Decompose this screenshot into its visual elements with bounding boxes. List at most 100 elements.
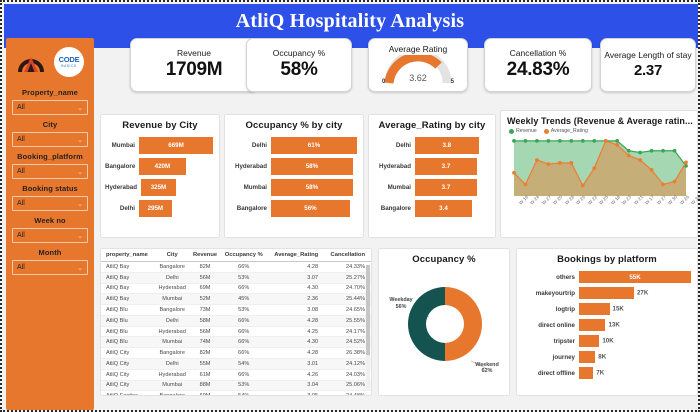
bar-row: logtrip 15K [521, 303, 691, 315]
filter-dropdown[interactable]: All ⌄ [12, 260, 88, 275]
table-column-header[interactable]: Revenue [189, 249, 221, 262]
bar-value-label: 420M [154, 163, 171, 170]
table-cell: AtliQ Blu [101, 315, 155, 327]
bar-fill[interactable]: 295M [139, 200, 172, 217]
bar-row: Delhi 61% [229, 137, 357, 154]
legend-item-revenue: Revenue [509, 128, 537, 134]
bar-fill[interactable]: 56% [271, 200, 350, 217]
bar-fill[interactable]: 669M [139, 137, 213, 154]
panel-occupancy-by-city: Occupancy % by city Delhi 61% Hyderabad 58%… [224, 114, 364, 238]
table-row[interactable]: AtliQ Blu Bangalore 73M 53% 3.08 24.65% [101, 304, 371, 316]
table-cell: 52M [189, 293, 221, 306]
table-scrollbar-thumb[interactable] [366, 265, 370, 355]
table-cell: 4.28 [266, 347, 325, 360]
table-cell: Mumbai [154, 293, 190, 306]
table-row[interactable]: AtliQ Blu Mumbai 74M 66% 4.30 24.52% [101, 336, 371, 349]
bar-track: 295M [139, 200, 213, 217]
bar-fill[interactable] [579, 319, 606, 331]
bar-fill[interactable]: 3.8 [415, 137, 479, 154]
bar-row: Delhi 295M [105, 200, 213, 217]
bar-fill[interactable]: 420M [139, 158, 186, 175]
filter-dropdown[interactable]: All ⌄ [12, 164, 88, 179]
table-row[interactable]: AtliQ City Delhi 55M 54% 3.01 24.12% [101, 358, 371, 370]
bar-fill[interactable]: 3.7 [415, 179, 477, 196]
table-cell: AtliQ Bay [101, 261, 155, 273]
table-row[interactable]: AtliQ City Hyderabad 61M 66% 4.26 24.03% [101, 369, 371, 381]
table-column-header[interactable]: Average_Rating [266, 249, 325, 262]
bar-row: Delhi 3.8 [373, 137, 489, 154]
table-cell: 24.52% [324, 336, 371, 349]
bar-fill[interactable]: 325M [140, 179, 176, 196]
table-cell: 3.07 [266, 272, 325, 284]
bar-fill[interactable]: 3.4 [415, 200, 472, 217]
table-cell: 66% [220, 283, 267, 295]
bar-fill[interactable] [579, 367, 594, 379]
table-cell: AtliQ Blu [101, 326, 155, 338]
chevron-down-icon[interactable]: ⌄ [77, 233, 83, 240]
filter-property-name: Property_name All ⌄ [12, 88, 88, 115]
table-row[interactable]: AtliQ City Bangalore 82M 66% 4.28 26.38% [101, 347, 371, 360]
table-row[interactable]: AtliQ Bay Delhi 56M 53% 3.07 25.27% [101, 272, 371, 284]
bar-row: makeyourtrip 27K [521, 287, 691, 299]
bar-track: 58% [271, 179, 357, 196]
kpi-title-average-length-of-stay: Average Length of stay [604, 50, 692, 61]
filter-label: Property_name [22, 88, 78, 97]
table-cell: AtliQ City [101, 380, 155, 392]
filter-month: Month All ⌄ [12, 248, 88, 275]
bar-category-label: Bangalore [380, 205, 411, 212]
legend-dot-average-rating [543, 128, 549, 134]
bar-value-label: 56% [304, 205, 317, 212]
chevron-down-icon[interactable]: ⌄ [77, 169, 83, 176]
filter-label: Month [38, 248, 62, 257]
bar-fill[interactable]: 55K [579, 271, 691, 283]
bar-fill[interactable] [579, 303, 610, 315]
bar-row: others 55K [521, 271, 691, 283]
chevron-down-icon[interactable]: ⌄ [77, 265, 83, 272]
table-cell: Delhi [154, 358, 190, 370]
bar-fill[interactable]: 3.7 [415, 158, 477, 175]
bar-row: Hyderabad 58% [229, 158, 357, 175]
table-row[interactable]: AtliQ Blu Delhi 58M 66% 4.28 25.55% [101, 315, 371, 327]
panel-average-rating-by-city: Average_Rating by city Delhi 3.8 Hyderabad… [368, 114, 496, 238]
table-cell: 60M [189, 390, 221, 395]
filter-dropdown[interactable]: All ⌄ [12, 132, 88, 147]
kpi-title-average-rating: Average Rating [388, 43, 448, 54]
bar-category-label: Hyderabad [379, 163, 411, 170]
chevron-down-icon[interactable]: ⌄ [77, 201, 83, 208]
donut-label-weekend-name: Weekend [475, 361, 499, 368]
table-row[interactable]: AtliQ Blu Hyderabad 56M 66% 4.25 24.17% [101, 326, 371, 338]
table-column-header[interactable]: Cancellation [324, 249, 371, 262]
bar-row: Hyderabad 325M [105, 179, 213, 196]
bar-track: 56% [271, 200, 357, 217]
bar-fill[interactable] [579, 287, 634, 299]
legend-dot-revenue [509, 128, 514, 134]
panel-detail-table[interactable]: property_name City Revenue Occupancy % Avera… [100, 248, 372, 396]
bar-fill[interactable] [579, 335, 600, 347]
bar-track: 13K [579, 319, 691, 331]
table-column-header[interactable]: City [154, 249, 190, 262]
table-column-header[interactable]: property_name [101, 249, 155, 262]
filter-dropdown[interactable]: All ⌄ [12, 196, 88, 211]
bar-fill[interactable] [579, 351, 596, 363]
filter-dropdown[interactable]: All ⌄ [12, 228, 88, 243]
bar-category-label: makeyourtrip [535, 289, 575, 297]
chevron-down-icon[interactable]: ⌄ [77, 105, 83, 112]
table-row[interactable]: AtliQ City Mumbai 88M 53% 3.04 25.06% [101, 380, 371, 392]
bar-fill[interactable]: 58% [271, 158, 353, 175]
table-row[interactable]: AtliQ ExoticaBangalore60M54%3.0524.48% [101, 390, 371, 395]
bar-category-label: logtrip [555, 305, 575, 313]
filter-dropdown[interactable]: All ⌄ [12, 100, 88, 115]
bar-fill[interactable]: 61% [271, 137, 357, 154]
bar-category-label: Mumbai [243, 184, 267, 191]
table-cell: 3.08 [266, 304, 325, 316]
donut-label-weekday-name: Weekday [389, 297, 413, 303]
chevron-down-icon[interactable]: ⌄ [77, 137, 83, 144]
kpi-card-occupancy: Occupancy % 58% [246, 38, 352, 92]
table-row[interactable]: AtliQ Bay Bangalore 82M 66% 4.28 24.33% [101, 261, 371, 273]
panel-bookings-by-platform: Bookings by platform others 55K makeyourtr… [516, 248, 698, 396]
codebasics-logo-main: CODE [58, 55, 80, 65]
table-row[interactable]: AtliQ Bay Mumbai 52M 45% 2.36 25.44% [101, 293, 371, 306]
bar-fill[interactable]: 58% [271, 179, 353, 196]
table-row[interactable]: AtliQ Bay Hyderabad 69M 66% 4.30 24.70% [101, 283, 371, 295]
table-column-header[interactable]: Occupancy % [220, 249, 267, 262]
